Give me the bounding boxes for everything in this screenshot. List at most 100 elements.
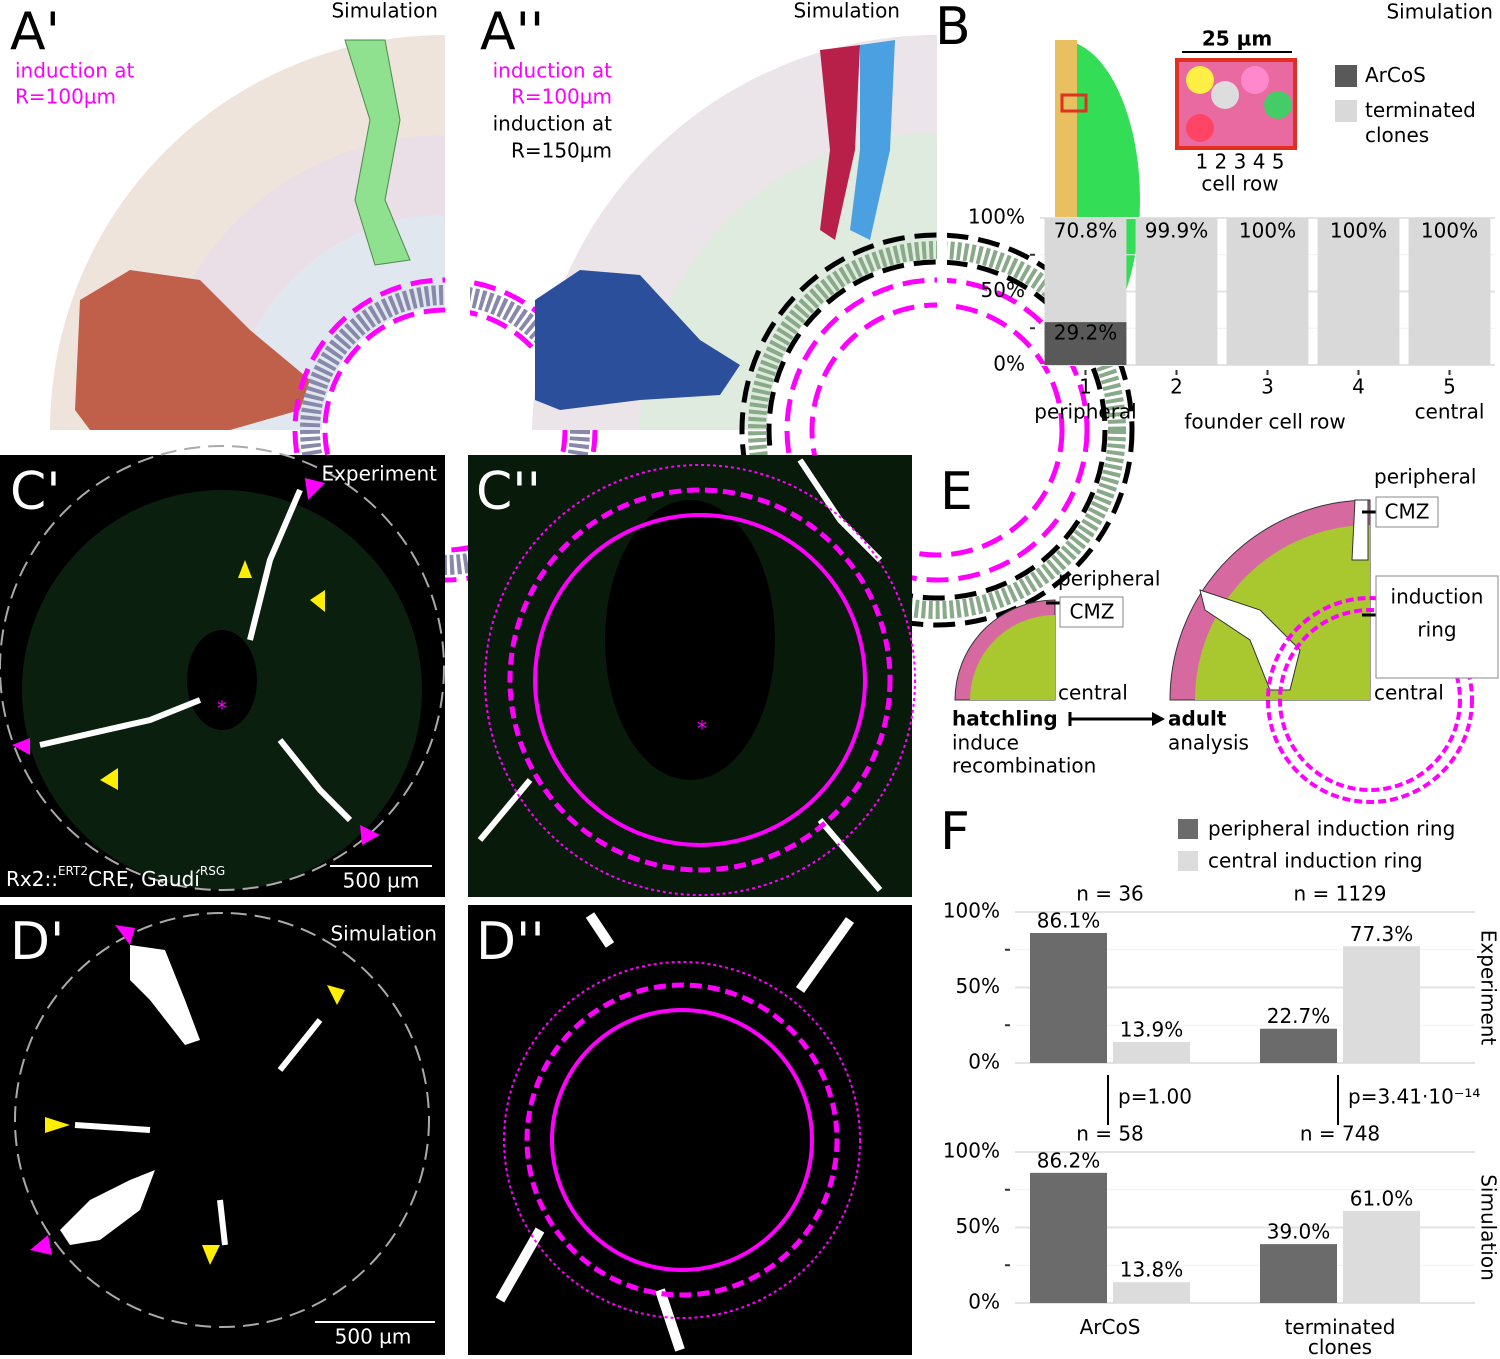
value-label: 13.8% <box>1120 1258 1184 1282</box>
genotype-part: Rx2:: <box>6 867 58 891</box>
legend-swatch <box>1178 819 1198 839</box>
p-label: p=1.00 <box>1118 1085 1192 1109</box>
value-label: 13.9% <box>1120 1018 1184 1042</box>
panel-label: D'' <box>476 912 545 972</box>
panel-label: F <box>940 802 970 862</box>
x-tick-label: 5 <box>1443 375 1456 399</box>
panel-label: C' <box>10 462 61 522</box>
facet-label: Simulation <box>1477 1174 1500 1281</box>
label: peripheral <box>1058 567 1161 591</box>
annotation: induction at <box>493 112 613 136</box>
value-label: 86.1% <box>1037 908 1101 932</box>
value-label: 100% <box>1239 219 1296 243</box>
genotype: Rx2::ERT2CRE, GaudíRSG <box>6 864 225 891</box>
bar <box>1260 1029 1337 1063</box>
value-label: 77.3% <box>1350 922 1414 946</box>
x-tick-label: 4 <box>1352 375 1365 399</box>
label: peripheral <box>1374 465 1477 489</box>
chart-title: Simulation <box>1386 0 1493 24</box>
bar <box>1113 1042 1190 1063</box>
annotation: R=100µm <box>511 85 612 109</box>
bar <box>1113 1282 1190 1303</box>
panel-label: D' <box>10 912 64 972</box>
legend-swatch <box>1335 100 1357 122</box>
panel-d2: D'' <box>468 905 912 1355</box>
genotype-part: CRE, Gaudí <box>88 867 201 891</box>
value-label: 22.7% <box>1267 1004 1331 1028</box>
panel-label: A'' <box>480 2 544 62</box>
y-tick-label: 50% <box>981 278 1025 302</box>
label: CMZ <box>1070 600 1115 624</box>
value-label: 100% <box>1421 219 1478 243</box>
value-label: 100% <box>1330 219 1387 243</box>
panel-label: A' <box>10 2 60 62</box>
facet-label: Experiment <box>1477 930 1500 1046</box>
annotation: R=100µm <box>15 85 116 109</box>
n-label: n = 1129 <box>1293 882 1386 906</box>
panel-title: Simulation <box>793 0 900 23</box>
value-label: 61.0% <box>1350 1186 1414 1210</box>
label: hatchling <box>952 707 1058 731</box>
panel-d1: D' Simulation 500 µm <box>0 905 445 1355</box>
panel-title: Simulation <box>331 0 438 23</box>
label: CMZ <box>1385 500 1430 524</box>
caption: induce <box>952 731 1019 755</box>
p-label: p=3.41·10⁻¹⁴ <box>1348 1085 1480 1109</box>
bar <box>1260 1244 1337 1303</box>
n-label: n = 36 <box>1076 882 1144 906</box>
bar <box>1030 1173 1107 1303</box>
legend-label: central induction ring <box>1208 849 1423 873</box>
annotation: R=150µm <box>511 139 612 163</box>
row-labels: 1 2 3 4 5 <box>1195 150 1284 174</box>
y-tick-label: 100% <box>943 1139 1000 1163</box>
value-label: 70.8% <box>1054 219 1118 243</box>
y-tick-label: 100% <box>968 205 1025 229</box>
x-tick-note: peripheral <box>1034 400 1137 424</box>
legend-label: peripheral induction ring <box>1208 817 1455 841</box>
x-axis-label: founder cell row <box>1184 410 1345 434</box>
label: ring <box>1417 618 1456 642</box>
panel-label: C'' <box>476 462 541 522</box>
panel-label: B <box>935 0 971 57</box>
label: central <box>1058 681 1128 705</box>
panel-title: Experiment <box>321 462 437 486</box>
bar <box>1030 933 1107 1063</box>
legend-label: ArCoS <box>1365 63 1426 87</box>
bar <box>1343 946 1420 1063</box>
genotype-sup: ERT2 <box>58 864 88 878</box>
x-tick-label: 3 <box>1261 375 1274 399</box>
panel-c2: C'' * <box>468 455 915 897</box>
annotation: induction at <box>15 59 135 83</box>
value-label: 39.0% <box>1267 1220 1331 1244</box>
panel-title: Simulation <box>330 922 437 946</box>
scale-bar-label: 500 µm <box>335 1325 412 1349</box>
scale-label: 25 µm <box>1202 27 1272 51</box>
label: induction <box>1391 585 1484 609</box>
value-label: 99.9% <box>1145 219 1209 243</box>
x-tick-label: ArCoS <box>1080 1315 1141 1339</box>
bar <box>1343 1211 1420 1303</box>
x-tick-note: central <box>1415 400 1485 424</box>
y-tick-label: 50% <box>956 1214 1000 1238</box>
panel-c1: C' Experiment * 500 µm Rx2::ERT2CRE, Gau… <box>0 446 445 897</box>
center-mark: * <box>217 697 227 721</box>
legend-swatch <box>1178 851 1198 871</box>
n-label: n = 58 <box>1076 1122 1144 1146</box>
label: central <box>1374 681 1444 705</box>
annotation: induction at <box>493 59 613 83</box>
x-tick-label: 2 <box>1170 375 1183 399</box>
y-tick-label: 0% <box>968 1050 1000 1074</box>
x-tick-label: 1 <box>1079 375 1092 399</box>
genotype-sup: RSG <box>200 864 225 878</box>
caption: recombination <box>952 754 1096 778</box>
value-label: 29.2% <box>1054 321 1118 345</box>
caption: cell row <box>1201 172 1278 196</box>
value-label: 86.2% <box>1037 1148 1101 1172</box>
label: adult <box>1168 707 1227 731</box>
center-mark: * <box>697 717 707 741</box>
n-label: n = 748 <box>1300 1122 1380 1146</box>
scale-bar-label: 500 µm <box>343 869 420 893</box>
